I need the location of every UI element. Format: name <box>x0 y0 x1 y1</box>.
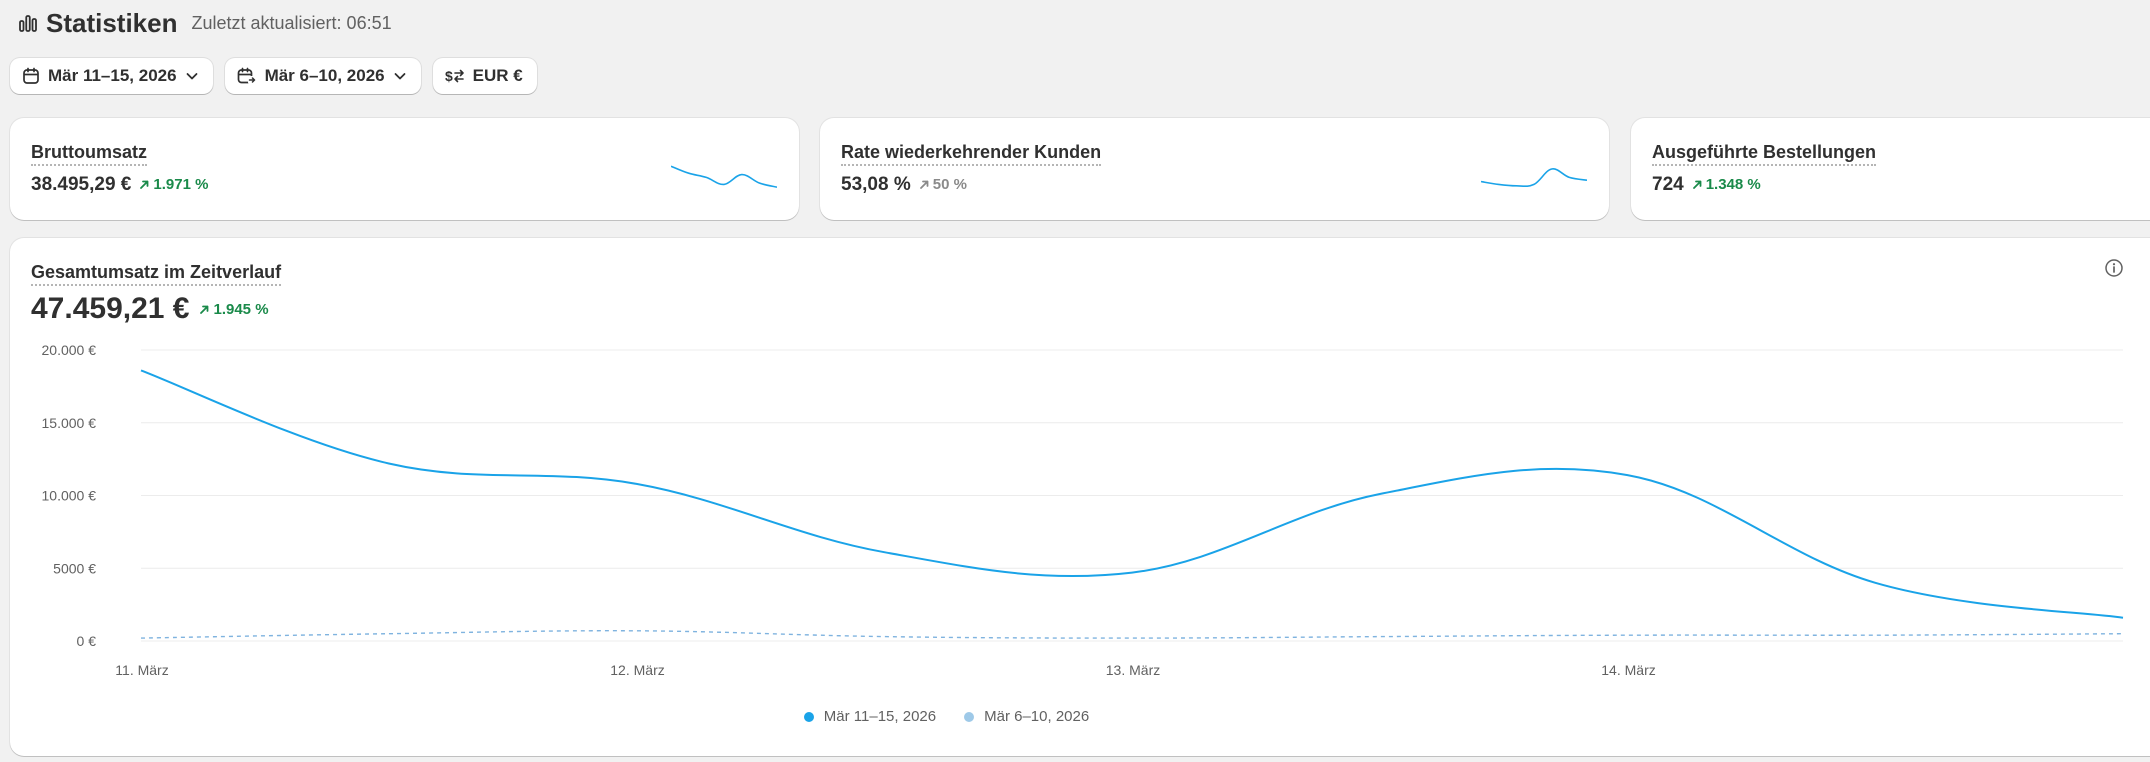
chart-title[interactable]: Gesamtumsatz im Zeitverlauf <box>31 262 282 286</box>
y-tick-label: 5000 € <box>53 560 96 576</box>
sparkline <box>671 165 777 188</box>
kpi-card-delta-text: 1.971 % <box>153 176 209 193</box>
arrow-up-right-icon <box>200 305 209 314</box>
y-tick-label: 20.000 € <box>42 342 97 358</box>
compare-range-label: Mär 6–10, 2026 <box>264 66 385 85</box>
series-line-current <box>140 369 2124 619</box>
compare-range-picker[interactable]: Mär 6–10, 2026 <box>224 58 421 94</box>
kpi-card-fulfilled-orders[interactable]: Ausgeführte Bestellungen 724 1.348 % <box>1631 118 2150 220</box>
page-title: Statistiken <box>46 7 178 38</box>
kpi-card-gross-sales[interactable]: Bruttoumsatz 38.495,29 € 1.971 % <box>10 118 799 220</box>
kpi-card-delta-text: 50 % <box>932 176 967 193</box>
line-chart[interactable]: 0 € 5000 € 10.000 € 15.000 € 20.000 € 11. Mär… <box>10 238 2150 698</box>
filter-toolbar: Mär 11–15, 2026 Mär 6–10, 2026 $ EUR € <box>10 58 537 94</box>
currency-label: EUR € <box>472 66 523 85</box>
kpi-card-value: 724 <box>1652 174 1684 195</box>
last-updated-text: Zuletzt aktualisiert: 06:51 <box>191 12 392 33</box>
kpi-card-delta: 50 % <box>919 176 967 193</box>
kpi-card-delta: 1.348 % <box>1692 176 1761 193</box>
svg-text:$: $ <box>445 68 453 84</box>
currency-selector[interactable]: $ EUR € <box>432 58 537 94</box>
date-range-label: Mär 11–15, 2026 <box>48 66 177 85</box>
legend-dot-comparison <box>964 711 975 722</box>
legend-label: Mär 11–15, 2026 <box>823 708 937 725</box>
kpi-card-label[interactable]: Rate wiederkehrender Kunden <box>841 142 1102 166</box>
info-icon[interactable] <box>2104 258 2124 278</box>
y-tick-label: 10.000 € <box>42 488 97 504</box>
kpi-cards: Bruttoumsatz 38.495,29 € 1.971 % Rate wi… <box>10 118 2150 220</box>
legend-dot-current <box>803 711 814 722</box>
sparkline <box>1481 168 1587 188</box>
kpi-card-value: 38.495,29 € <box>31 174 132 195</box>
kpi-card-delta-text: 1.348 % <box>1705 176 1761 193</box>
y-tick-label: 15.000 € <box>42 415 97 431</box>
arrow-up-right-icon <box>140 180 149 189</box>
series-line-comparison <box>140 630 2124 639</box>
y-tick-label: 0 € <box>77 633 97 649</box>
currency-exchange-icon: $ <box>445 68 464 84</box>
x-tick-label: 11. März <box>115 662 168 678</box>
chart-total-value: 47.459,21 € <box>31 292 190 325</box>
chart-legend: Mär 11–15, 2026 Mär 6–10, 2026 <box>10 708 1883 725</box>
legend-item-comparison[interactable]: Mär 6–10, 2026 <box>964 708 1089 725</box>
calendar-icon <box>23 67 39 84</box>
chevron-down-icon <box>394 73 406 80</box>
legend-item-current[interactable]: Mär 11–15, 2026 <box>803 708 937 725</box>
kpi-card-returning-customer-rate[interactable]: Rate wiederkehrender Kunden 53,08 % 50 % <box>820 118 1609 220</box>
kpi-card-value: 53,08 % <box>841 174 911 195</box>
page-header: Statistiken Zuletzt aktualisiert: 06:51 <box>18 8 392 38</box>
sparkline-path <box>1481 168 1587 188</box>
chart-total-delta-text: 1.945 % <box>213 300 269 318</box>
x-tick-label: 13. März <box>1106 662 1160 678</box>
x-tick-label: 14. März <box>1601 662 1655 678</box>
date-range-picker[interactable]: Mär 11–15, 2026 <box>10 58 213 94</box>
arrow-up-right-icon <box>1692 180 1702 189</box>
sparkline-path <box>671 165 777 188</box>
chevron-down-icon <box>186 73 197 80</box>
kpi-card-label[interactable]: Bruttoumsatz <box>31 142 147 166</box>
kpi-card-delta: 1.971 % <box>139 176 208 193</box>
x-tick-label: 12. März <box>610 662 664 678</box>
arrow-up-right-icon <box>919 180 929 189</box>
legend-label: Mär 6–10, 2026 <box>984 708 1090 725</box>
chart-total-delta: 1.945 % <box>199 300 269 318</box>
kpi-card-label[interactable]: Ausgeführte Bestellungen <box>1652 142 1877 166</box>
calendar-compare-icon <box>237 67 256 84</box>
total-sales-chart-card: Gesamtumsatz im Zeitverlauf 47.459,21 € … <box>10 238 2150 756</box>
bar-chart-icon <box>19 15 37 32</box>
